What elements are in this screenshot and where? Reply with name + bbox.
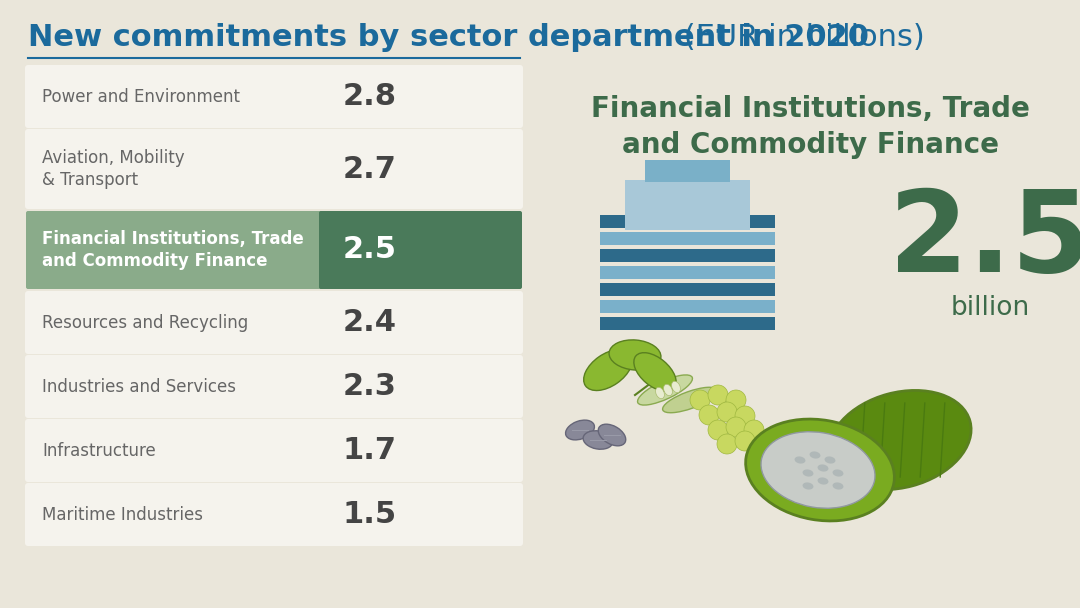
Ellipse shape: [828, 390, 971, 489]
Ellipse shape: [726, 390, 746, 410]
Ellipse shape: [726, 417, 746, 437]
Ellipse shape: [609, 340, 661, 370]
Bar: [600, 283, 775, 296]
Ellipse shape: [824, 457, 836, 463]
Text: billion: billion: [950, 295, 1029, 321]
Ellipse shape: [833, 482, 843, 489]
Text: 2.5: 2.5: [889, 185, 1080, 296]
Ellipse shape: [735, 431, 755, 451]
Ellipse shape: [745, 419, 894, 521]
Ellipse shape: [699, 405, 719, 425]
Ellipse shape: [795, 457, 806, 463]
Ellipse shape: [672, 381, 680, 393]
Text: Aviation, Mobility
& Transport: Aviation, Mobility & Transport: [42, 149, 185, 189]
Ellipse shape: [708, 385, 728, 405]
Text: 1.5: 1.5: [343, 500, 397, 529]
Text: 1.7: 1.7: [343, 436, 397, 465]
Text: 2.3: 2.3: [343, 372, 396, 401]
Bar: [600, 249, 775, 262]
Text: (EUR in billions): (EUR in billions): [674, 24, 924, 52]
Text: Resources and Recycling: Resources and Recycling: [42, 314, 248, 331]
FancyBboxPatch shape: [25, 291, 523, 354]
FancyBboxPatch shape: [25, 65, 523, 128]
Text: Financial Institutions, Trade
and Commodity Finance: Financial Institutions, Trade and Commod…: [42, 230, 303, 270]
Ellipse shape: [583, 430, 612, 449]
Text: New commitments by sector department in 2020: New commitments by sector department in …: [28, 24, 869, 52]
Text: Maritime Industries: Maritime Industries: [42, 505, 203, 523]
Ellipse shape: [656, 387, 664, 399]
Ellipse shape: [802, 469, 813, 477]
Text: 2.5: 2.5: [343, 235, 397, 264]
Text: Financial Institutions, Trade
and Commodity Finance: Financial Institutions, Trade and Commod…: [591, 95, 1029, 159]
Bar: [600, 317, 775, 330]
Ellipse shape: [598, 424, 625, 446]
Bar: [600, 232, 775, 245]
FancyBboxPatch shape: [319, 211, 522, 289]
Ellipse shape: [637, 375, 692, 405]
Ellipse shape: [717, 402, 737, 422]
Ellipse shape: [663, 387, 717, 413]
Ellipse shape: [818, 465, 828, 472]
FancyBboxPatch shape: [25, 355, 523, 418]
FancyBboxPatch shape: [25, 483, 523, 546]
Ellipse shape: [735, 406, 755, 426]
Ellipse shape: [717, 434, 737, 454]
Text: 2.7: 2.7: [343, 154, 396, 184]
FancyBboxPatch shape: [25, 419, 523, 482]
Ellipse shape: [583, 350, 632, 390]
Bar: [625, 180, 750, 230]
FancyBboxPatch shape: [26, 211, 325, 289]
Text: Industries and Services: Industries and Services: [42, 378, 237, 395]
Ellipse shape: [634, 353, 676, 392]
Ellipse shape: [833, 469, 843, 477]
Bar: [600, 215, 775, 228]
FancyBboxPatch shape: [25, 129, 523, 209]
Text: Power and Environment: Power and Environment: [42, 88, 240, 106]
Ellipse shape: [744, 420, 764, 440]
Ellipse shape: [690, 390, 710, 410]
Ellipse shape: [566, 420, 594, 440]
Ellipse shape: [818, 477, 828, 485]
Ellipse shape: [663, 384, 673, 396]
Bar: [645, 160, 730, 182]
Ellipse shape: [802, 482, 813, 489]
Text: 2.4: 2.4: [343, 308, 397, 337]
Bar: [600, 300, 775, 313]
Text: Infrastructure: Infrastructure: [42, 441, 156, 460]
Ellipse shape: [708, 420, 728, 440]
Ellipse shape: [761, 432, 875, 508]
Ellipse shape: [810, 451, 821, 458]
Text: 2.8: 2.8: [343, 82, 397, 111]
Bar: [600, 266, 775, 279]
